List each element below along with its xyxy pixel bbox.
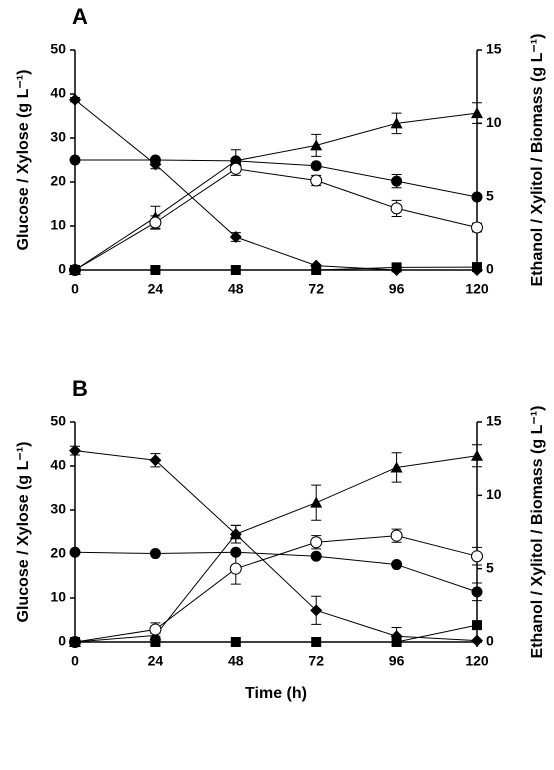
marker	[471, 550, 483, 563]
marker	[229, 154, 242, 166]
marker	[70, 637, 80, 647]
x-axis-label: Time (h)	[245, 685, 307, 702]
marker	[471, 449, 483, 461]
x-tick-label: 24	[148, 281, 164, 297]
marker	[390, 461, 403, 473]
marker	[390, 529, 403, 542]
marker	[391, 175, 403, 187]
marker	[310, 550, 322, 562]
marker	[310, 174, 323, 187]
marker	[310, 139, 323, 151]
series-line	[74, 455, 478, 643]
series-line	[75, 624, 478, 643]
y-axis-label: Glucose / Xylose (g L⁻¹)	[15, 442, 32, 623]
x-tick-label: 72	[308, 653, 324, 669]
y2-tick-label: 10	[486, 114, 502, 130]
marker	[472, 620, 482, 631]
y-tick-label: 20	[50, 545, 66, 561]
x-tick-label: 48	[228, 281, 244, 297]
marker	[70, 265, 80, 275]
panel: A 0 10 20 30 40 50 0 5 10 15 0 24 48 72 96 120 Glucose / …	[15, 4, 546, 297]
series-line	[74, 168, 478, 271]
marker	[471, 586, 483, 598]
y-tick-label: 30	[50, 501, 66, 517]
x-tick-label: 120	[465, 281, 489, 297]
y-tick-label: 40	[50, 85, 66, 101]
y2-tick-label: 5	[486, 559, 494, 575]
series-line	[74, 99, 477, 271]
marker	[149, 154, 161, 166]
y-tick-label: 50	[50, 413, 66, 429]
marker	[230, 265, 241, 275]
y2-tick-label: 15	[486, 413, 502, 429]
marker	[471, 107, 483, 119]
y-axis-label: Glucose / Xylose (g L⁻¹)	[15, 70, 32, 251]
y-tick-label: 0	[58, 261, 66, 277]
series-line	[74, 112, 478, 271]
y2-axis-label: Ethanol / Xylitol / Biomass (g L⁻¹)	[529, 34, 546, 287]
marker	[310, 536, 323, 549]
marker	[229, 231, 242, 243]
marker	[150, 265, 161, 275]
panel-title: B	[72, 376, 88, 401]
x-tick-label: 48	[228, 653, 244, 669]
x-tick-label: 72	[308, 281, 324, 297]
x-tick-label: 96	[389, 653, 405, 669]
marker	[471, 634, 483, 647]
marker	[310, 496, 323, 508]
series-line	[75, 159, 478, 198]
panel: B 0 10 20 30 40 50 0 5 10 15 0 24 48 72 96 120 Glucose / …	[15, 376, 546, 702]
marker	[391, 262, 402, 273]
x-tick-label: 96	[389, 281, 405, 297]
marker	[69, 93, 81, 106]
marker	[149, 548, 161, 560]
x-tick-label: 0	[71, 281, 79, 297]
marker	[311, 637, 322, 647]
series-line	[74, 535, 478, 643]
marker	[230, 546, 242, 558]
y-tick-label: 50	[50, 41, 66, 57]
y2-tick-label: 0	[486, 633, 494, 649]
y-tick-label: 10	[50, 589, 66, 605]
y-tick-label: 10	[50, 217, 66, 233]
marker	[149, 216, 162, 229]
marker	[471, 191, 483, 203]
panel-title: A	[72, 4, 88, 29]
series-line	[74, 450, 478, 642]
marker	[310, 604, 323, 617]
marker	[229, 162, 242, 175]
marker	[229, 528, 242, 540]
y-tick-label: 30	[50, 129, 66, 145]
marker	[311, 265, 322, 275]
marker	[390, 117, 403, 129]
marker	[391, 637, 402, 647]
marker	[310, 160, 322, 172]
marker	[230, 637, 241, 647]
marker	[229, 562, 242, 575]
marker	[150, 637, 161, 647]
marker	[472, 262, 482, 273]
marker	[69, 154, 81, 166]
marker	[149, 623, 162, 636]
marker	[69, 444, 81, 457]
marker	[391, 559, 403, 571]
y-tick-label: 0	[58, 633, 66, 649]
y2-tick-label: 10	[486, 486, 502, 502]
y2-tick-label: 0	[486, 261, 494, 277]
marker	[69, 546, 81, 558]
x-tick-label: 120	[465, 653, 489, 669]
y2-tick-label: 15	[486, 41, 502, 57]
y-tick-label: 20	[50, 173, 66, 189]
y2-tick-label: 5	[486, 187, 494, 203]
marker	[471, 221, 483, 234]
y2-axis-label: Ethanol / Xylitol / Biomass (g L⁻¹)	[529, 406, 546, 659]
y-tick-label: 40	[50, 457, 66, 473]
x-tick-label: 0	[71, 653, 79, 669]
series-line	[74, 551, 478, 593]
series-line	[75, 266, 478, 271]
x-tick-label: 24	[148, 653, 164, 669]
marker	[149, 454, 162, 467]
marker	[390, 202, 403, 215]
